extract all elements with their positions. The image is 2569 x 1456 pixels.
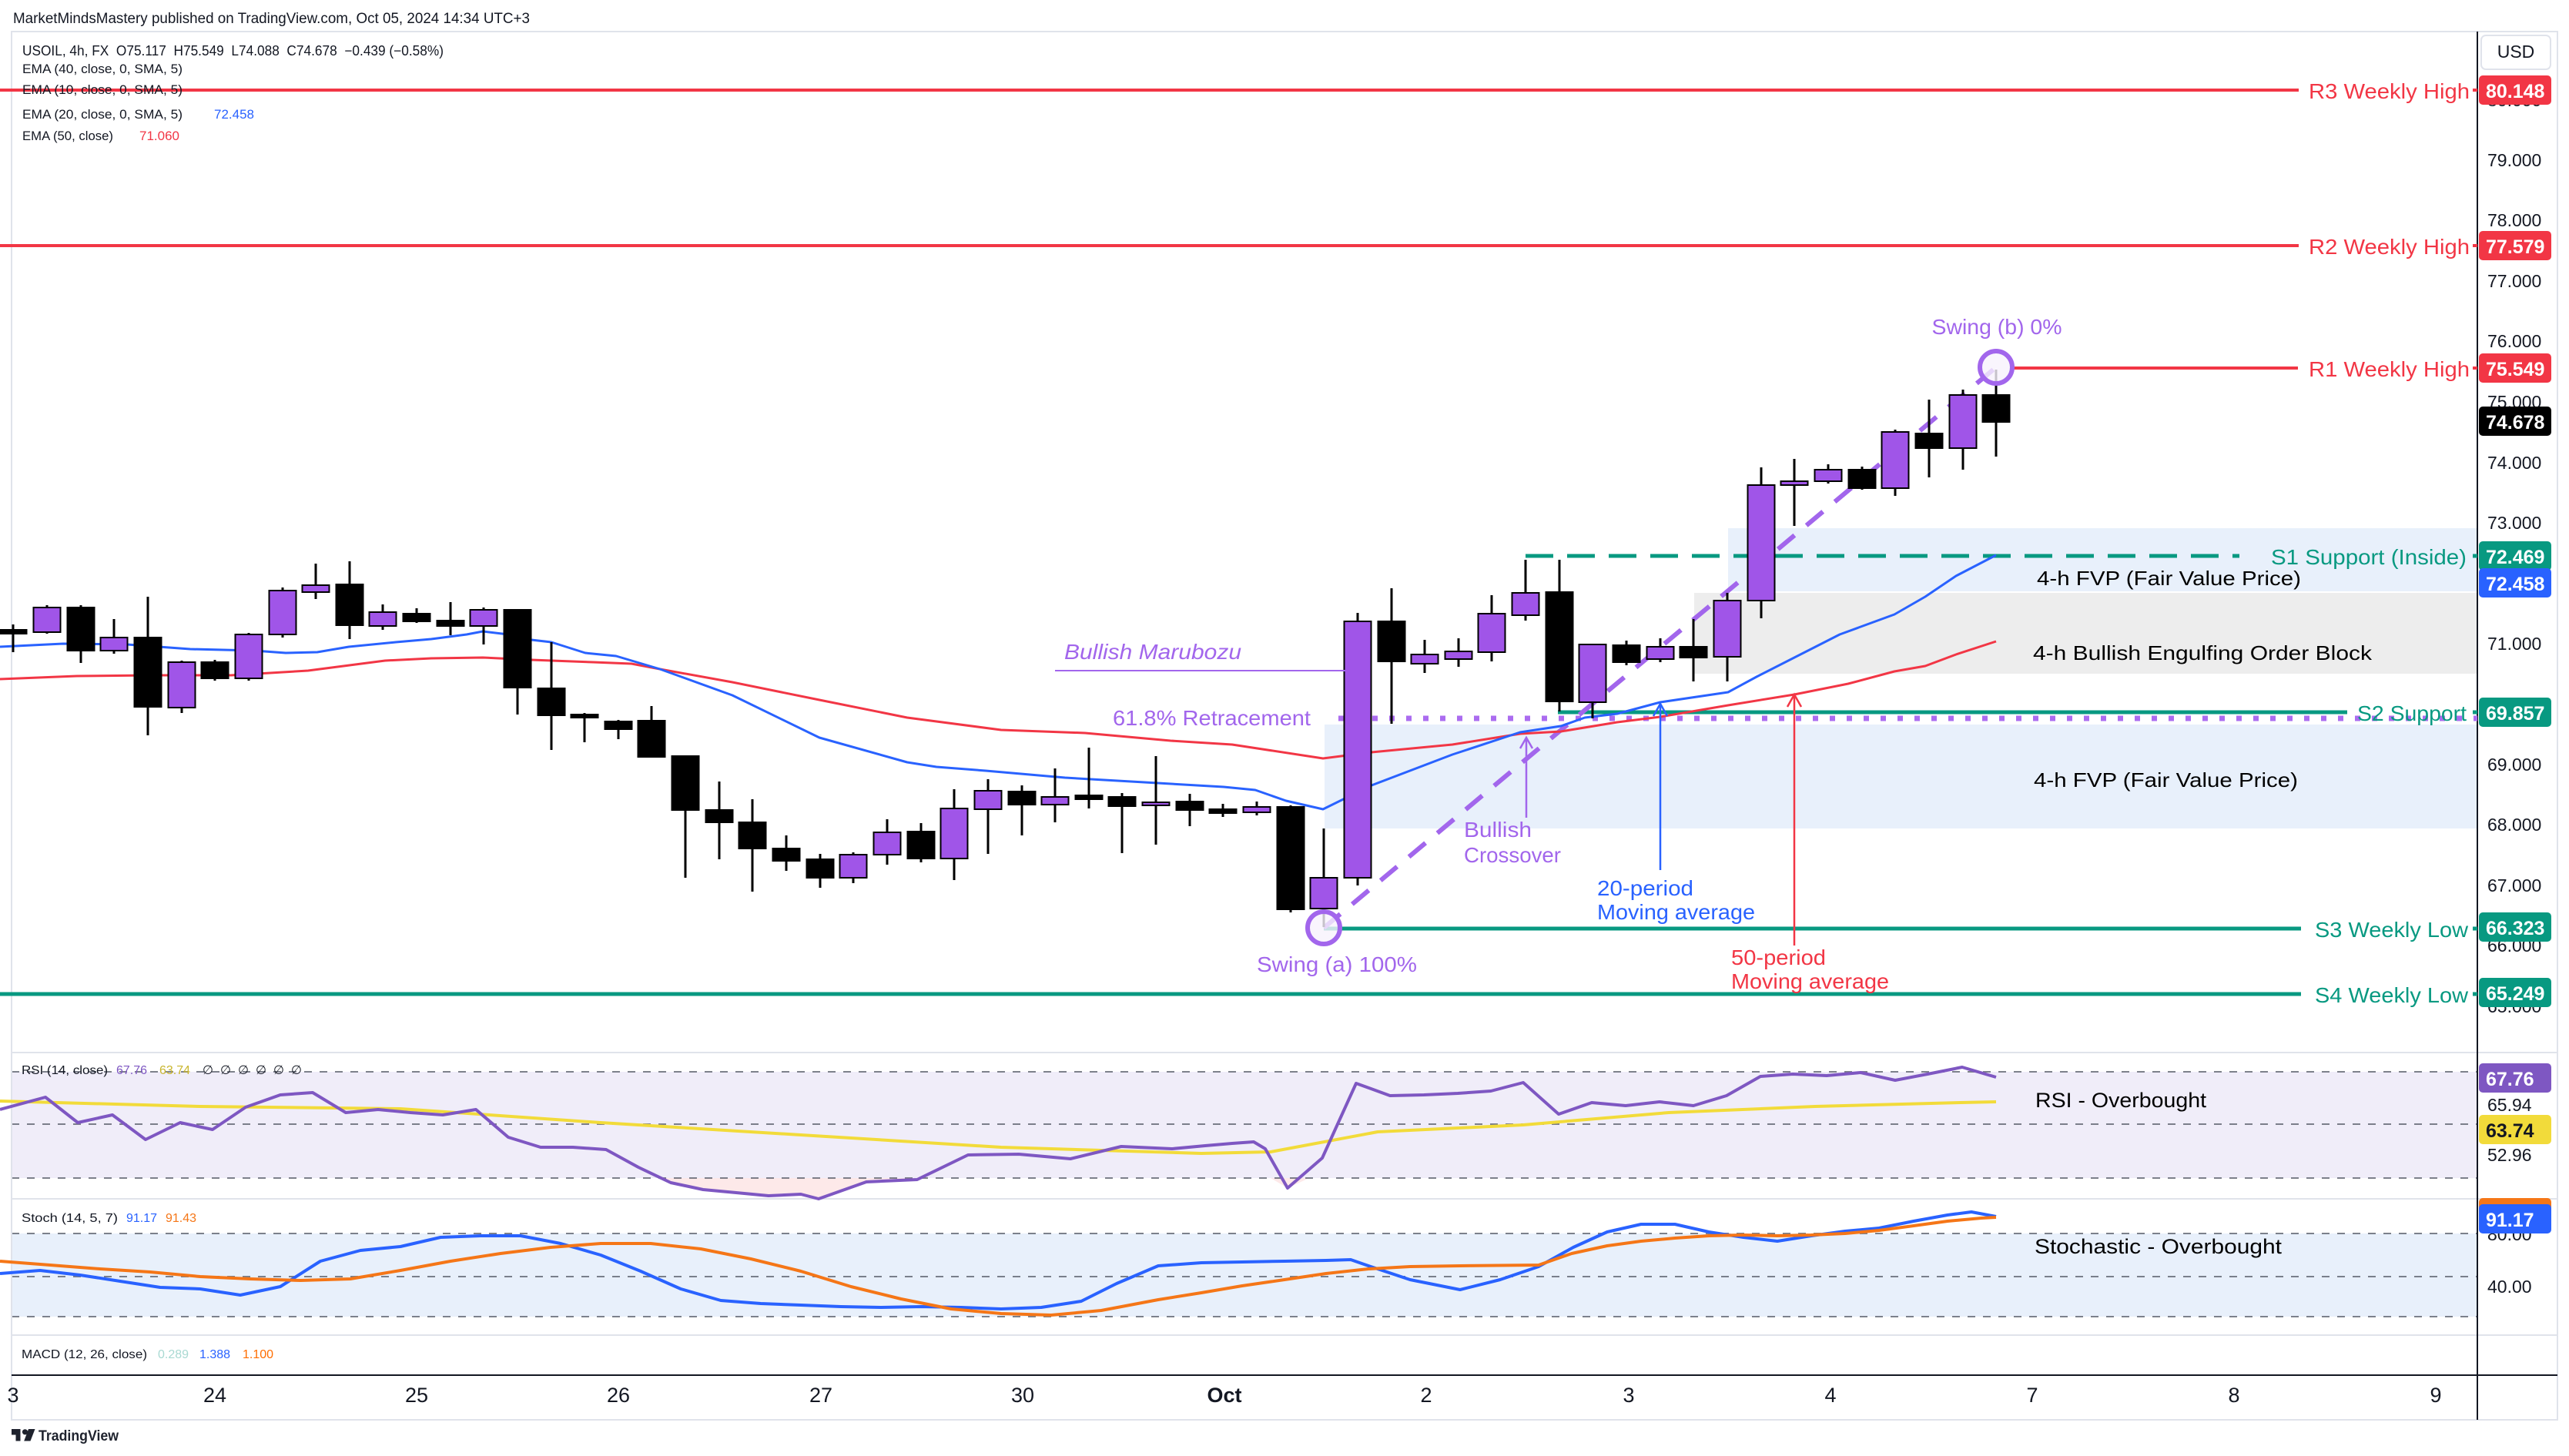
- svg-text:65.94: 65.94: [2487, 1095, 2532, 1115]
- svg-text:∅: ∅: [238, 1064, 249, 1077]
- svg-text:4-h FVP (Fair Value Price): 4-h FVP (Fair Value Price): [2034, 768, 2298, 792]
- svg-text:4: 4: [1824, 1384, 1836, 1407]
- svg-text:50-period: 50-period: [1731, 946, 1826, 969]
- svg-text:69.857: 69.857: [2486, 703, 2544, 725]
- svg-text:1.388: 1.388: [199, 1348, 230, 1361]
- svg-text:68.000: 68.000: [2487, 815, 2541, 835]
- svg-text:67.76: 67.76: [116, 1064, 147, 1077]
- svg-text:79.000: 79.000: [2487, 150, 2541, 170]
- svg-text:67.76: 67.76: [2486, 1069, 2534, 1090]
- svg-text:30: 30: [1011, 1384, 1034, 1407]
- svg-text:Oct: Oct: [1207, 1384, 1241, 1407]
- svg-text:Swing (a) 100%: Swing (a) 100%: [1257, 952, 1417, 976]
- svg-text:72.469: 72.469: [2486, 547, 2544, 568]
- svg-text:R3 Weekly High: R3 Weekly High: [2309, 79, 2470, 103]
- svg-text:R2 Weekly High: R2 Weekly High: [2309, 235, 2470, 259]
- svg-text:USD: USD: [2497, 42, 2535, 62]
- svg-text:Stoch (14, 5, 7): Stoch (14, 5, 7): [22, 1212, 118, 1225]
- svg-text:7: 7: [2026, 1384, 2038, 1407]
- svg-text:65.249: 65.249: [2486, 983, 2544, 1005]
- svg-text:91.17: 91.17: [2486, 1210, 2534, 1231]
- svg-text:9: 9: [2430, 1384, 2441, 1407]
- svg-text:91.43: 91.43: [166, 1212, 196, 1225]
- svg-text:78.000: 78.000: [2487, 210, 2541, 230]
- svg-text:3: 3: [7, 1384, 18, 1407]
- svg-text:Bullish Marubozu: Bullish Marubozu: [1064, 640, 1241, 664]
- svg-text:S1 Support (Inside): S1 Support (Inside): [2271, 545, 2467, 569]
- svg-text:∅: ∅: [256, 1064, 266, 1077]
- svg-text:77.579: 77.579: [2486, 236, 2544, 258]
- svg-text:Bullish: Bullish: [1464, 818, 1532, 842]
- svg-text:75.549: 75.549: [2486, 359, 2544, 380]
- svg-text:73.000: 73.000: [2487, 513, 2541, 533]
- svg-text:EMA (40, close, 0, SMA, 5): EMA (40, close, 0, SMA, 5): [22, 62, 183, 76]
- svg-text:S2 Support: S2 Support: [2357, 701, 2467, 725]
- svg-text:MACD (12, 26, close): MACD (12, 26, close): [22, 1348, 147, 1361]
- svg-text:63.74: 63.74: [2486, 1120, 2534, 1142]
- svg-text:R1 Weekly High: R1 Weekly High: [2309, 357, 2470, 381]
- svg-text:63.74: 63.74: [159, 1064, 190, 1077]
- svg-text:Moving average: Moving average: [1597, 900, 1755, 924]
- svg-text:RSI - Overbought: RSI - Overbought: [2035, 1089, 2207, 1112]
- svg-text:Moving average: Moving average: [1731, 969, 1889, 993]
- svg-text:69.000: 69.000: [2487, 755, 2541, 775]
- svg-text:∅: ∅: [291, 1064, 302, 1077]
- svg-text:20-period: 20-period: [1597, 876, 1693, 900]
- svg-text:76.000: 76.000: [2487, 331, 2541, 351]
- svg-text:∅: ∅: [273, 1064, 284, 1077]
- svg-text:24: 24: [203, 1384, 226, 1407]
- svg-text:4-h Bullish Engulfing Order Bl: 4-h Bullish Engulfing Order Block: [2033, 641, 2373, 664]
- svg-text:67.000: 67.000: [2487, 875, 2541, 895]
- svg-text:0.289: 0.289: [158, 1348, 189, 1361]
- svg-text:3: 3: [1623, 1384, 1634, 1407]
- svg-text:72.458: 72.458: [2486, 574, 2545, 595]
- svg-text:25: 25: [405, 1384, 428, 1407]
- svg-text:2: 2: [1420, 1384, 1432, 1407]
- svg-text:Stochastic - Overbought: Stochastic - Overbought: [2035, 1235, 2283, 1258]
- svg-text:61.8% Retracement: 61.8% Retracement: [1113, 706, 1311, 730]
- svg-text:EMA (50, close): EMA (50, close): [22, 129, 113, 143]
- svg-text:66.323: 66.323: [2486, 918, 2544, 939]
- svg-text:27: 27: [809, 1384, 832, 1407]
- svg-text:RSI (14, close): RSI (14, close): [22, 1064, 108, 1077]
- svg-text:40.00: 40.00: [2487, 1277, 2532, 1297]
- svg-text:71.060: 71.060: [139, 129, 179, 143]
- svg-text:4-h FVP (Fair Value Price): 4-h FVP (Fair Value Price): [2037, 567, 2301, 590]
- svg-text:∅: ∅: [220, 1064, 231, 1077]
- svg-text:91.17: 91.17: [126, 1212, 157, 1225]
- svg-text:MarketMindsMastery published o: MarketMindsMastery published on TradingV…: [13, 11, 530, 27]
- svg-text:EMA (10, close, 0, SMA, 5): EMA (10, close, 0, SMA, 5): [22, 82, 183, 97]
- svg-text:S3 Weekly Low: S3 Weekly Low: [2315, 918, 2469, 942]
- svg-text:77.000: 77.000: [2487, 271, 2541, 291]
- svg-text:72.458: 72.458: [214, 107, 254, 122]
- svg-text:Swing (b) 0%: Swing (b) 0%: [1932, 315, 2062, 339]
- svg-text:74.000: 74.000: [2487, 453, 2541, 473]
- svg-text:26: 26: [607, 1384, 630, 1407]
- svg-text:74.678: 74.678: [2486, 412, 2545, 433]
- svg-text:EMA (20, close, 0, SMA, 5): EMA (20, close, 0, SMA, 5): [22, 107, 183, 122]
- svg-text:71.000: 71.000: [2487, 634, 2541, 654]
- svg-text:USOIL, 4h, FX O75.117 H75.54: USOIL, 4h, FX O75.117 H75.549 L74.088 C7…: [22, 43, 444, 59]
- svg-text:52.96: 52.96: [2487, 1145, 2532, 1165]
- svg-text:S4 Weekly Low: S4 Weekly Low: [2315, 983, 2469, 1007]
- svg-text:1.100: 1.100: [243, 1348, 273, 1361]
- svg-text:∅: ∅: [203, 1064, 213, 1077]
- svg-text:TradingView: TradingView: [39, 1428, 119, 1444]
- svg-text:Crossover: Crossover: [1464, 843, 1561, 867]
- svg-text:8: 8: [2228, 1384, 2239, 1407]
- svg-text:80.148: 80.148: [2486, 81, 2545, 102]
